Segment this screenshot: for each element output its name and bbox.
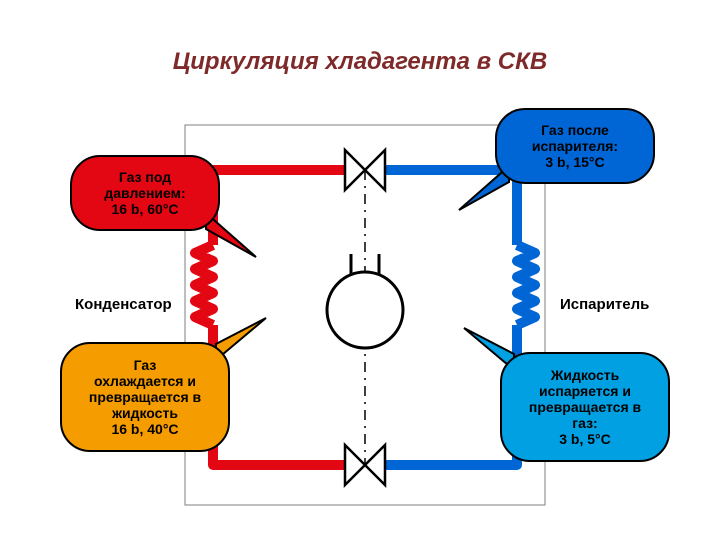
- evap_liquid-callout: Жидкостьиспаряется ипревращается вгаз:3 …: [500, 352, 670, 462]
- post_evap-text: Газ послеиспарителя:3 b, 15°C: [532, 122, 618, 170]
- hot_gas-callout: Газ поддавлением:16 b, 60°C: [70, 155, 220, 231]
- hot_gas-text: Газ поддавлением:16 b, 60°C: [104, 169, 185, 217]
- liquid-callout: Газохлаждается ипревращается вжидкость16…: [60, 342, 230, 452]
- post_evap-callout: Газ послеиспарителя:3 b, 15°C: [495, 108, 655, 184]
- condenser-label: Конденсатор: [75, 296, 172, 313]
- compressor-icon: [327, 272, 403, 348]
- evaporator-label: Испаритель: [560, 296, 649, 313]
- liquid-text: Газохлаждается ипревращается вжидкость16…: [89, 357, 201, 437]
- evap_liquid-text: Жидкостьиспаряется ипревращается вгаз:3 …: [529, 367, 641, 447]
